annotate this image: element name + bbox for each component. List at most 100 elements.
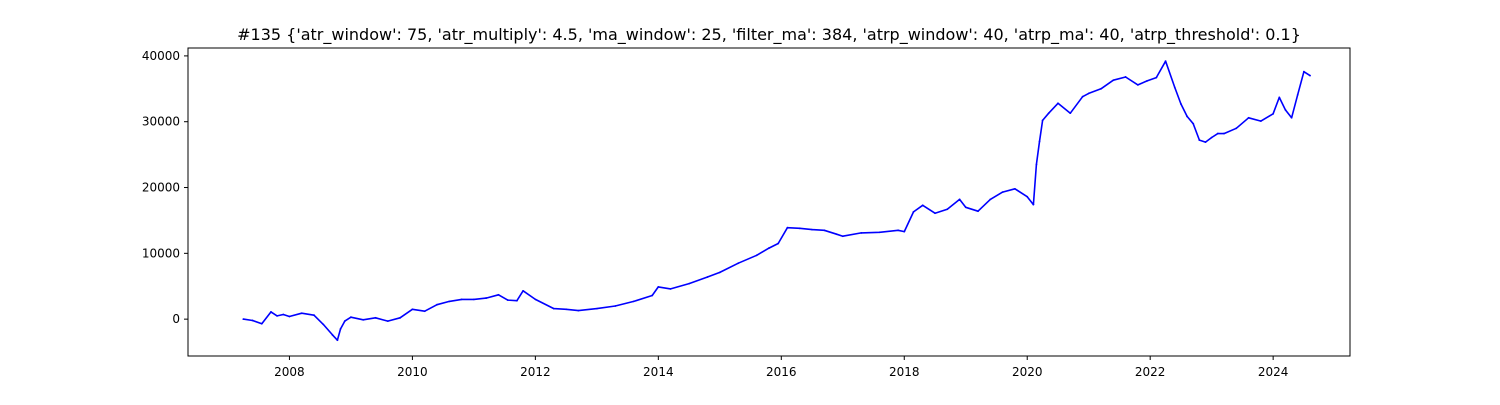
- data-point: [1014, 187, 1016, 190]
- x-tick-label: 2022: [1135, 365, 1166, 379]
- y-axis: 0 10000 20000 30000 40000: [142, 49, 188, 326]
- data-point: [1112, 79, 1115, 82]
- data-point: [506, 299, 509, 301]
- data-point: [964, 206, 967, 209]
- data-point: [651, 294, 654, 297]
- data-point: [1235, 127, 1238, 130]
- data-point: [343, 320, 346, 323]
- data-point: [718, 271, 721, 274]
- data-point: [270, 311, 272, 313]
- data-point: [669, 287, 672, 290]
- data-point: [706, 276, 709, 278]
- data-point: [946, 208, 949, 211]
- data-point: [522, 289, 524, 292]
- data-point: [472, 298, 475, 301]
- x-tick-label: 2020: [1012, 365, 1043, 379]
- data-point: [989, 198, 992, 201]
- data-point: [1047, 112, 1050, 115]
- data-point: [1247, 116, 1250, 119]
- data-point: [1164, 60, 1167, 63]
- data-point: [300, 312, 303, 315]
- data-point: [1204, 141, 1207, 144]
- x-tick-label: 2024: [1258, 365, 1289, 379]
- data-point: [1259, 120, 1262, 122]
- x-tick-label: 2018: [889, 365, 920, 379]
- data-point: [1223, 132, 1225, 135]
- data-point: [823, 229, 826, 232]
- data-point: [614, 305, 617, 307]
- data-point: [448, 300, 451, 303]
- data-point: [331, 334, 334, 336]
- data-point: [912, 210, 915, 213]
- data-point: [657, 285, 660, 288]
- data-point: [436, 303, 438, 306]
- data-point: [362, 318, 365, 321]
- data-point: [460, 298, 463, 301]
- data-point: [1026, 195, 1029, 198]
- data-point: [977, 210, 979, 213]
- data-point: [1210, 136, 1213, 139]
- data-point: [1290, 116, 1293, 119]
- data-point: [1284, 108, 1287, 111]
- data-point: [777, 242, 780, 245]
- x-axis: 2008 2010 2012 2014 2016 2018 2020 2022 2024: [274, 356, 1288, 379]
- data-point: [339, 328, 342, 330]
- chart-title: #135 {'atr_window': 75, 'atr_multiply': …: [237, 25, 1301, 45]
- data-point: [350, 316, 352, 319]
- data-point: [1155, 76, 1158, 79]
- plot-area-frame: [187, 47, 1351, 357]
- data-point: [1032, 203, 1035, 206]
- data-point: [1041, 119, 1044, 122]
- data-point: [1272, 112, 1275, 115]
- data-point: [577, 309, 580, 312]
- x-tick-label: 2008: [274, 365, 305, 379]
- data-point: [1057, 102, 1059, 105]
- data-point: [411, 308, 414, 311]
- data-point: [595, 307, 598, 310]
- data-point: [242, 318, 245, 321]
- x-tick-label: 2014: [643, 365, 674, 379]
- data-point: [798, 227, 801, 230]
- data-point: [878, 231, 881, 234]
- data-point: [841, 235, 844, 238]
- data-point: [1136, 83, 1139, 86]
- data-point: [1180, 103, 1182, 105]
- data-point: [688, 282, 690, 285]
- data-point: [251, 319, 254, 322]
- data-point: [1069, 112, 1072, 115]
- data-point: [934, 212, 936, 215]
- data-point: [260, 322, 263, 325]
- data-point: [1192, 122, 1195, 125]
- data-point: [1198, 139, 1201, 142]
- data-point: [860, 232, 863, 234]
- data-point: [322, 323, 325, 326]
- data-point: [755, 254, 758, 257]
- y-tick-label: 30000: [142, 115, 180, 129]
- data-point: [1081, 95, 1084, 98]
- data-point: [288, 315, 291, 318]
- data-point: [835, 233, 838, 236]
- data-point: [958, 198, 961, 201]
- data-point: [1087, 92, 1090, 95]
- data-point: [737, 262, 740, 265]
- y-tick-label: 40000: [142, 49, 180, 63]
- data-point: [336, 339, 339, 342]
- data-point: [1309, 74, 1311, 77]
- data-point: [1001, 191, 1004, 194]
- data-point: [632, 300, 635, 303]
- data-point: [811, 228, 813, 231]
- data-point: [423, 310, 426, 313]
- data-point: [921, 204, 924, 207]
- x-tick-label: 2016: [766, 365, 797, 379]
- data-point: [534, 298, 537, 301]
- data-point: [1038, 140, 1041, 143]
- data-point: [1302, 70, 1305, 73]
- data-point: [276, 314, 279, 317]
- data-point: [903, 230, 906, 233]
- y-tick-label: 10000: [142, 246, 180, 260]
- x-tick-label: 2010: [397, 365, 428, 379]
- data-point: [1124, 76, 1127, 78]
- data-point: [282, 313, 285, 316]
- data-point: [565, 308, 568, 311]
